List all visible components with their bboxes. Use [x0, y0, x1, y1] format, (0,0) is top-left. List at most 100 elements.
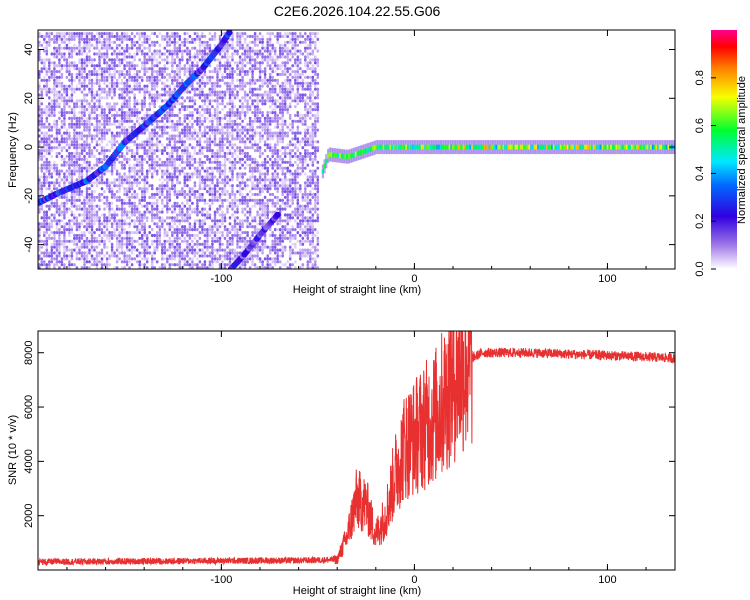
noise-cell	[158, 67, 162, 71]
noise-cell	[105, 236, 109, 240]
noise-cell	[113, 52, 116, 56]
noise-cell	[253, 225, 257, 229]
noise-cell	[100, 213, 104, 217]
noise-cell	[143, 151, 146, 156]
noise-cell	[100, 192, 104, 197]
noise-cell	[253, 143, 257, 147]
noise-cell	[206, 233, 209, 238]
noise-cell	[203, 96, 207, 100]
noise-cell	[251, 75, 254, 79]
noise-cell	[65, 67, 69, 71]
noise-cell	[211, 228, 214, 232]
noise-cell	[65, 192, 69, 197]
noise-cell	[145, 84, 149, 88]
noise-cell	[133, 122, 136, 126]
noise-cell	[266, 146, 269, 150]
noise-cell	[201, 195, 204, 199]
noise-cell	[258, 70, 262, 74]
noise-cell	[176, 216, 179, 220]
noise-cell	[238, 128, 242, 132]
noise-cell	[256, 43, 259, 47]
noise-cell	[45, 181, 49, 185]
noise-cell	[201, 108, 204, 112]
noise-cell	[120, 32, 124, 36]
noise-cell	[161, 149, 164, 153]
noise-cell	[218, 96, 222, 100]
noise-cell	[38, 113, 41, 118]
noise-cell	[128, 163, 131, 167]
noise-cell	[191, 260, 194, 264]
noise-cell	[186, 96, 189, 100]
noise-cell	[60, 204, 64, 208]
noise-cell	[258, 248, 262, 252]
noise-cell	[128, 239, 131, 243]
noise-cell	[166, 175, 169, 179]
noise-cell	[248, 128, 252, 132]
noise-cell	[163, 263, 167, 267]
noise-cell	[68, 134, 71, 138]
noise-cell	[271, 181, 274, 185]
noise-cell	[130, 64, 134, 68]
noise-cell	[73, 61, 76, 65]
noise-cell	[188, 40, 192, 44]
noise-cell	[125, 187, 129, 191]
noise-cell	[125, 111, 129, 115]
noise-cell	[183, 131, 187, 135]
noise-cell	[256, 257, 259, 261]
noise-cell	[213, 213, 217, 217]
noise-cell	[133, 140, 136, 144]
noise-cell	[268, 81, 272, 85]
noise-cell	[201, 231, 204, 235]
noise-cell	[186, 131, 189, 135]
noise-cell	[145, 181, 149, 185]
noise-cell	[213, 216, 217, 220]
noise-cell	[166, 151, 169, 156]
noise-cell	[176, 32, 179, 36]
noise-cell	[95, 122, 99, 126]
noise-cell	[268, 149, 272, 153]
noise-cell	[271, 96, 274, 100]
noise-cell	[178, 251, 182, 255]
noise-cell	[150, 140, 154, 144]
noise-cell	[186, 49, 189, 53]
noise-cell	[65, 149, 69, 153]
noise-cell	[223, 169, 227, 173]
noise-cell	[253, 99, 257, 103]
noise-cell	[113, 119, 116, 123]
noise-cell	[40, 257, 44, 261]
noise-cell	[191, 251, 194, 255]
noise-cell	[138, 90, 141, 94]
noise-cell	[263, 216, 267, 220]
noise-cell	[60, 134, 64, 138]
noise-cell	[211, 154, 214, 159]
noise-cell	[123, 181, 126, 185]
noise-cell	[188, 157, 192, 161]
noise-cell	[203, 201, 207, 205]
noise-cell	[53, 49, 56, 53]
noise-cell	[133, 72, 136, 77]
noise-cell	[231, 125, 234, 129]
noise-cell	[211, 260, 214, 264]
noise-cell	[163, 64, 167, 68]
noise-cell	[226, 245, 229, 249]
noise-cell	[183, 225, 187, 229]
noise-cell	[73, 116, 76, 120]
noise-cell	[70, 78, 74, 82]
noise-cell	[143, 70, 146, 74]
noise-cell	[138, 222, 141, 226]
noise-cell	[78, 32, 81, 36]
noise-cell	[138, 263, 141, 267]
noise-cell	[45, 81, 49, 85]
noise-cell	[251, 225, 254, 229]
noise-cell	[188, 172, 192, 176]
noise-cell	[258, 169, 262, 173]
noise-cell	[163, 184, 167, 188]
noise-cell	[208, 111, 212, 115]
noise-cell	[188, 96, 192, 100]
noise-cell	[238, 111, 242, 115]
noise-cell	[150, 58, 154, 62]
noise-cell	[261, 52, 264, 56]
noise-cell	[68, 266, 71, 269]
noise-cell	[115, 228, 119, 232]
noise-cell	[78, 239, 81, 243]
